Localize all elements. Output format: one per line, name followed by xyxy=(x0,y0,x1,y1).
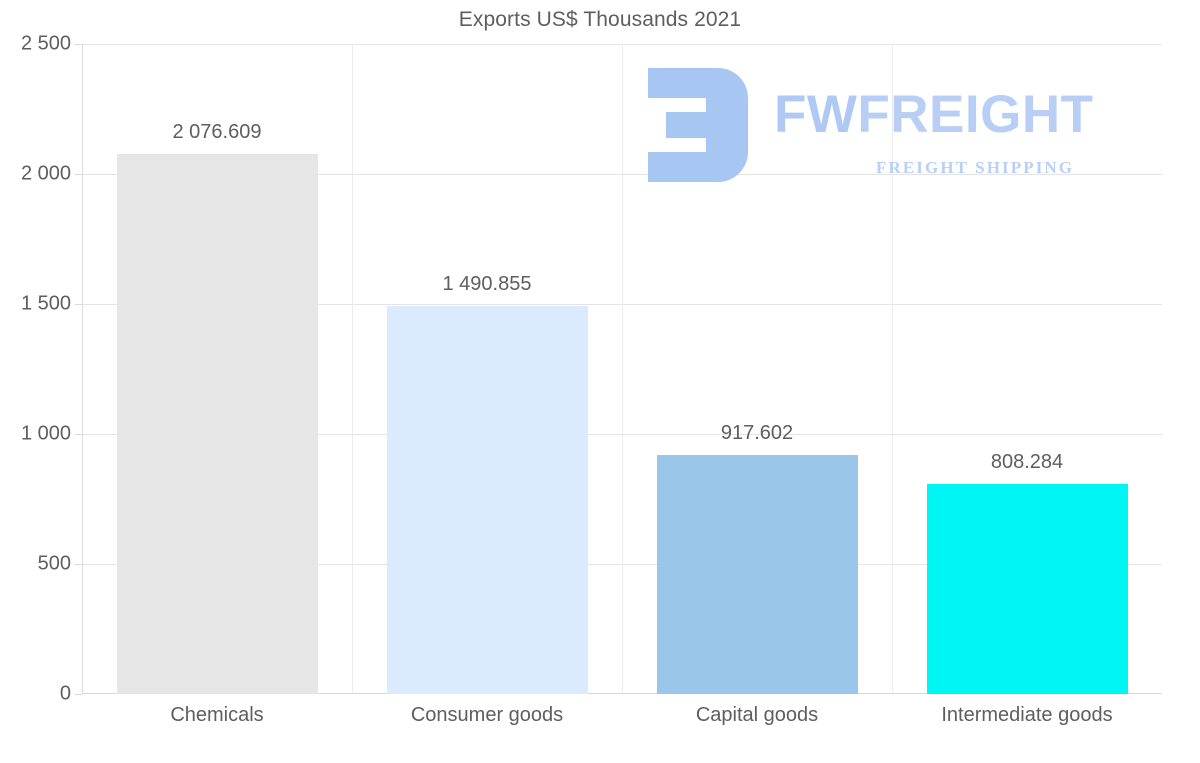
bar-value-label: 1 490.855 xyxy=(442,273,532,295)
bar-value-label: 2 076.609 xyxy=(172,121,262,143)
bar-value-label: 808.284 xyxy=(990,451,1064,473)
y-axis-tick-label: 2 000 xyxy=(20,162,71,185)
x-axis-tick-label: Capital goods xyxy=(695,704,819,726)
y-axis-tick-label: 1 000 xyxy=(20,422,71,445)
bar[interactable] xyxy=(387,306,588,694)
y-axis-tick-mark xyxy=(75,174,82,175)
chart-title: Exports US$ Thousands 2021 xyxy=(458,8,742,31)
gridline-vertical xyxy=(892,44,893,694)
bar-value-label: 917.602 xyxy=(720,422,794,444)
y-axis-tick-label: 2 500 xyxy=(20,32,71,55)
bar[interactable] xyxy=(927,484,1128,694)
x-axis-tick-label: Consumer goods xyxy=(410,704,564,726)
bar[interactable] xyxy=(117,154,318,694)
gridline-vertical xyxy=(352,44,353,694)
y-axis-tick-label: 0 xyxy=(59,682,71,705)
x-axis-line xyxy=(82,693,1162,694)
y-axis-tick-mark xyxy=(75,434,82,435)
y-axis-tick-label: 1 500 xyxy=(20,292,71,315)
gridline-vertical xyxy=(622,44,623,694)
y-axis-tick-mark xyxy=(75,564,82,565)
y-axis-tick-mark xyxy=(75,304,82,305)
x-axis-tick-label: Intermediate goods xyxy=(941,704,1113,726)
plot-area: 2 076.609 1 490.855 917.602 808.284 xyxy=(82,44,1162,694)
y-axis-line xyxy=(82,44,83,694)
x-axis-tick-label: Chemicals xyxy=(170,704,264,726)
y-axis-tick-label: 500 xyxy=(37,552,71,575)
bar[interactable] xyxy=(657,455,858,694)
y-axis-tick-mark xyxy=(75,44,82,45)
y-axis-tick-mark xyxy=(75,694,82,695)
